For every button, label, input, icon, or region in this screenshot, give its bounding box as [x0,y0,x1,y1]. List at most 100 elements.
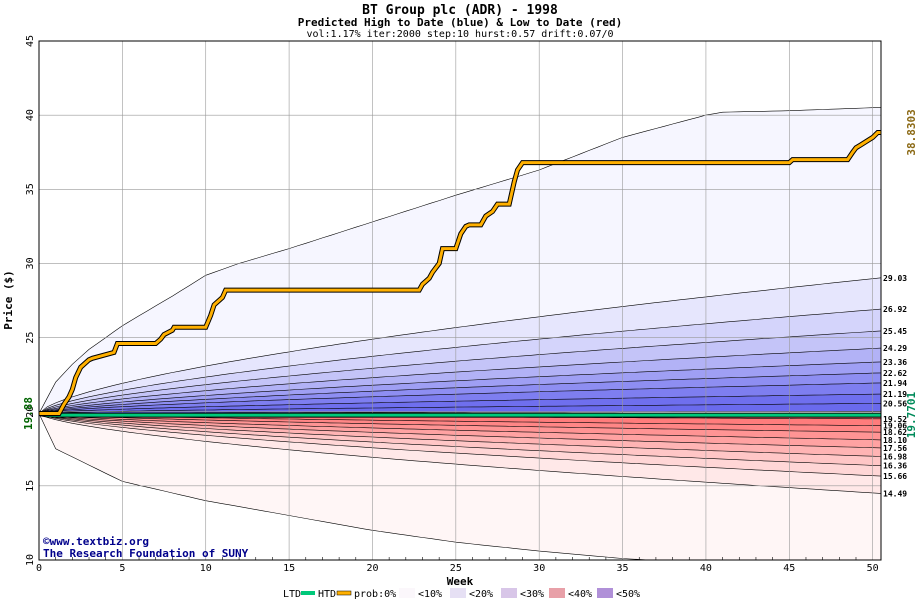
y-tick-label-35: 35 [25,183,36,195]
ltd-line [39,412,881,417]
band-end-label: 20.56 [883,399,907,408]
low-band-line-10 [39,413,656,560]
low-band-5 [39,413,881,457]
high-band-5 [39,361,881,414]
band-end-label: 18.62 [883,428,907,437]
y-tick-label-15: 15 [25,480,36,492]
y-tick-label-25: 25 [25,332,36,344]
x-tick-label-15: 15 [283,563,295,574]
low-band-line-5 [39,413,881,449]
band-end-label: 14.49 [883,489,907,498]
band-end-label: 15.66 [883,472,907,481]
high-band-4 [39,348,881,414]
high-band-1 [39,277,881,414]
high-band-line-5 [39,361,881,414]
low-band-line-7 [39,413,881,466]
low-band-9 [39,413,881,560]
legend-swatch-30 [549,588,565,598]
x-tick-label-25: 25 [450,563,462,574]
legend-htd-label: HTD [318,589,336,600]
band-end-label: 23.36 [883,358,907,367]
legend-ltd-swatch [301,591,315,595]
chart-subtitle: Predicted High to Date (blue) & Low to D… [298,16,623,29]
low-band-line-6 [39,413,881,457]
low-band-2 [39,413,881,433]
x-tick-label-40: 40 [700,563,712,574]
high-band-3 [39,330,881,414]
legend-40-label: <40% [568,589,592,600]
low-band-3 [39,413,881,440]
y-tick-label-45: 45 [25,35,36,47]
high-band-line-0 [39,107,881,414]
x-tick-label-45: 45 [783,563,795,574]
band-end-label: 18.10 [883,436,907,445]
legend-20-label: <20% [469,589,493,600]
plot-area [39,107,881,560]
band-end-label: 24.29 [883,344,907,353]
ltd-current-label: 19.7701 [905,392,918,439]
high-band-6 [39,372,881,414]
high-band-7 [39,382,881,414]
y-tick-label-10: 10 [25,554,36,566]
low-band-line-3 [39,413,881,433]
high-band-line-7 [39,382,881,414]
low-band-7 [39,413,881,477]
low-band-4 [39,413,881,448]
legend-30-label: <30% [520,589,544,600]
x-tick-label-10: 10 [200,563,212,574]
credit-line-1: ©www.textbiz.org [43,535,149,548]
plot-frame [38,40,882,561]
band-end-label: 29.03 [883,274,907,283]
high-band-9 [39,403,881,414]
band-end-label: 19.06 [883,422,907,431]
series [39,130,881,418]
band-end-label: 16.98 [883,452,907,461]
high-band-line-6 [39,372,881,414]
legend-swatch-10 [450,588,466,598]
x-axis-label: Week [447,575,474,588]
x-tick-label-30: 30 [533,563,545,574]
band-end-label: 25.45 [883,327,907,336]
low-band-line-9 [39,413,881,494]
y-tick-label-30: 30 [25,257,36,269]
x-tick-label-0: 0 [36,563,42,574]
legend-prob0-label: prob:0% [354,589,396,600]
high-band-line-2 [39,308,881,414]
high-band-line-8 [39,393,881,414]
legend: LTD HTD prob:0% <10% <20% <30% <40% <50% [283,588,640,600]
credit-line-2: The Research Foundation of SUNY [43,547,249,560]
band-end-label: 26.92 [883,305,907,314]
band-end-label: 21.19 [883,390,907,399]
high-band-0 [39,107,881,414]
legend-swatch-40 [597,588,613,598]
band-end-label: 22.62 [883,369,907,378]
x-tick-label-5: 5 [119,563,125,574]
chart-title: BT Group plc (ADR) - 1998 [362,3,558,18]
legend-swatch-0 [399,588,415,598]
high-band-8 [39,394,881,414]
low-band-6 [39,413,881,466]
htd-line [39,131,881,415]
y-axis-label: Price ($) [2,270,15,330]
x-tick-label-50: 50 [867,563,879,574]
axis-ticks: 0 5 10 15 20 25 30 35 40 45 50 10 15 20 25 30 35 40 45 [25,35,879,574]
legend-swatch-20 [501,588,517,598]
legend-ltd-label: LTD [283,589,301,600]
low-band-line-8 [39,413,881,477]
band-end-label: 21.94 [883,379,907,388]
high-band-line-4 [39,347,881,414]
legend-50-label: <50% [616,589,640,600]
band-end-label: 17.56 [883,444,907,453]
high-band-line-9 [39,403,881,414]
x-tick-label-35: 35 [617,563,629,574]
band-end-label: 16.36 [883,462,907,471]
y-tick-label-40: 40 [25,109,36,121]
legend-10-label: <10% [418,589,442,600]
band-end-label: 19.52 [883,415,907,424]
start-price-label: 19.88 [22,397,35,430]
high-band-2 [39,309,881,414]
htd-current-label: 38.8303 [905,109,918,155]
y-tick-label-20: 20 [25,406,36,418]
